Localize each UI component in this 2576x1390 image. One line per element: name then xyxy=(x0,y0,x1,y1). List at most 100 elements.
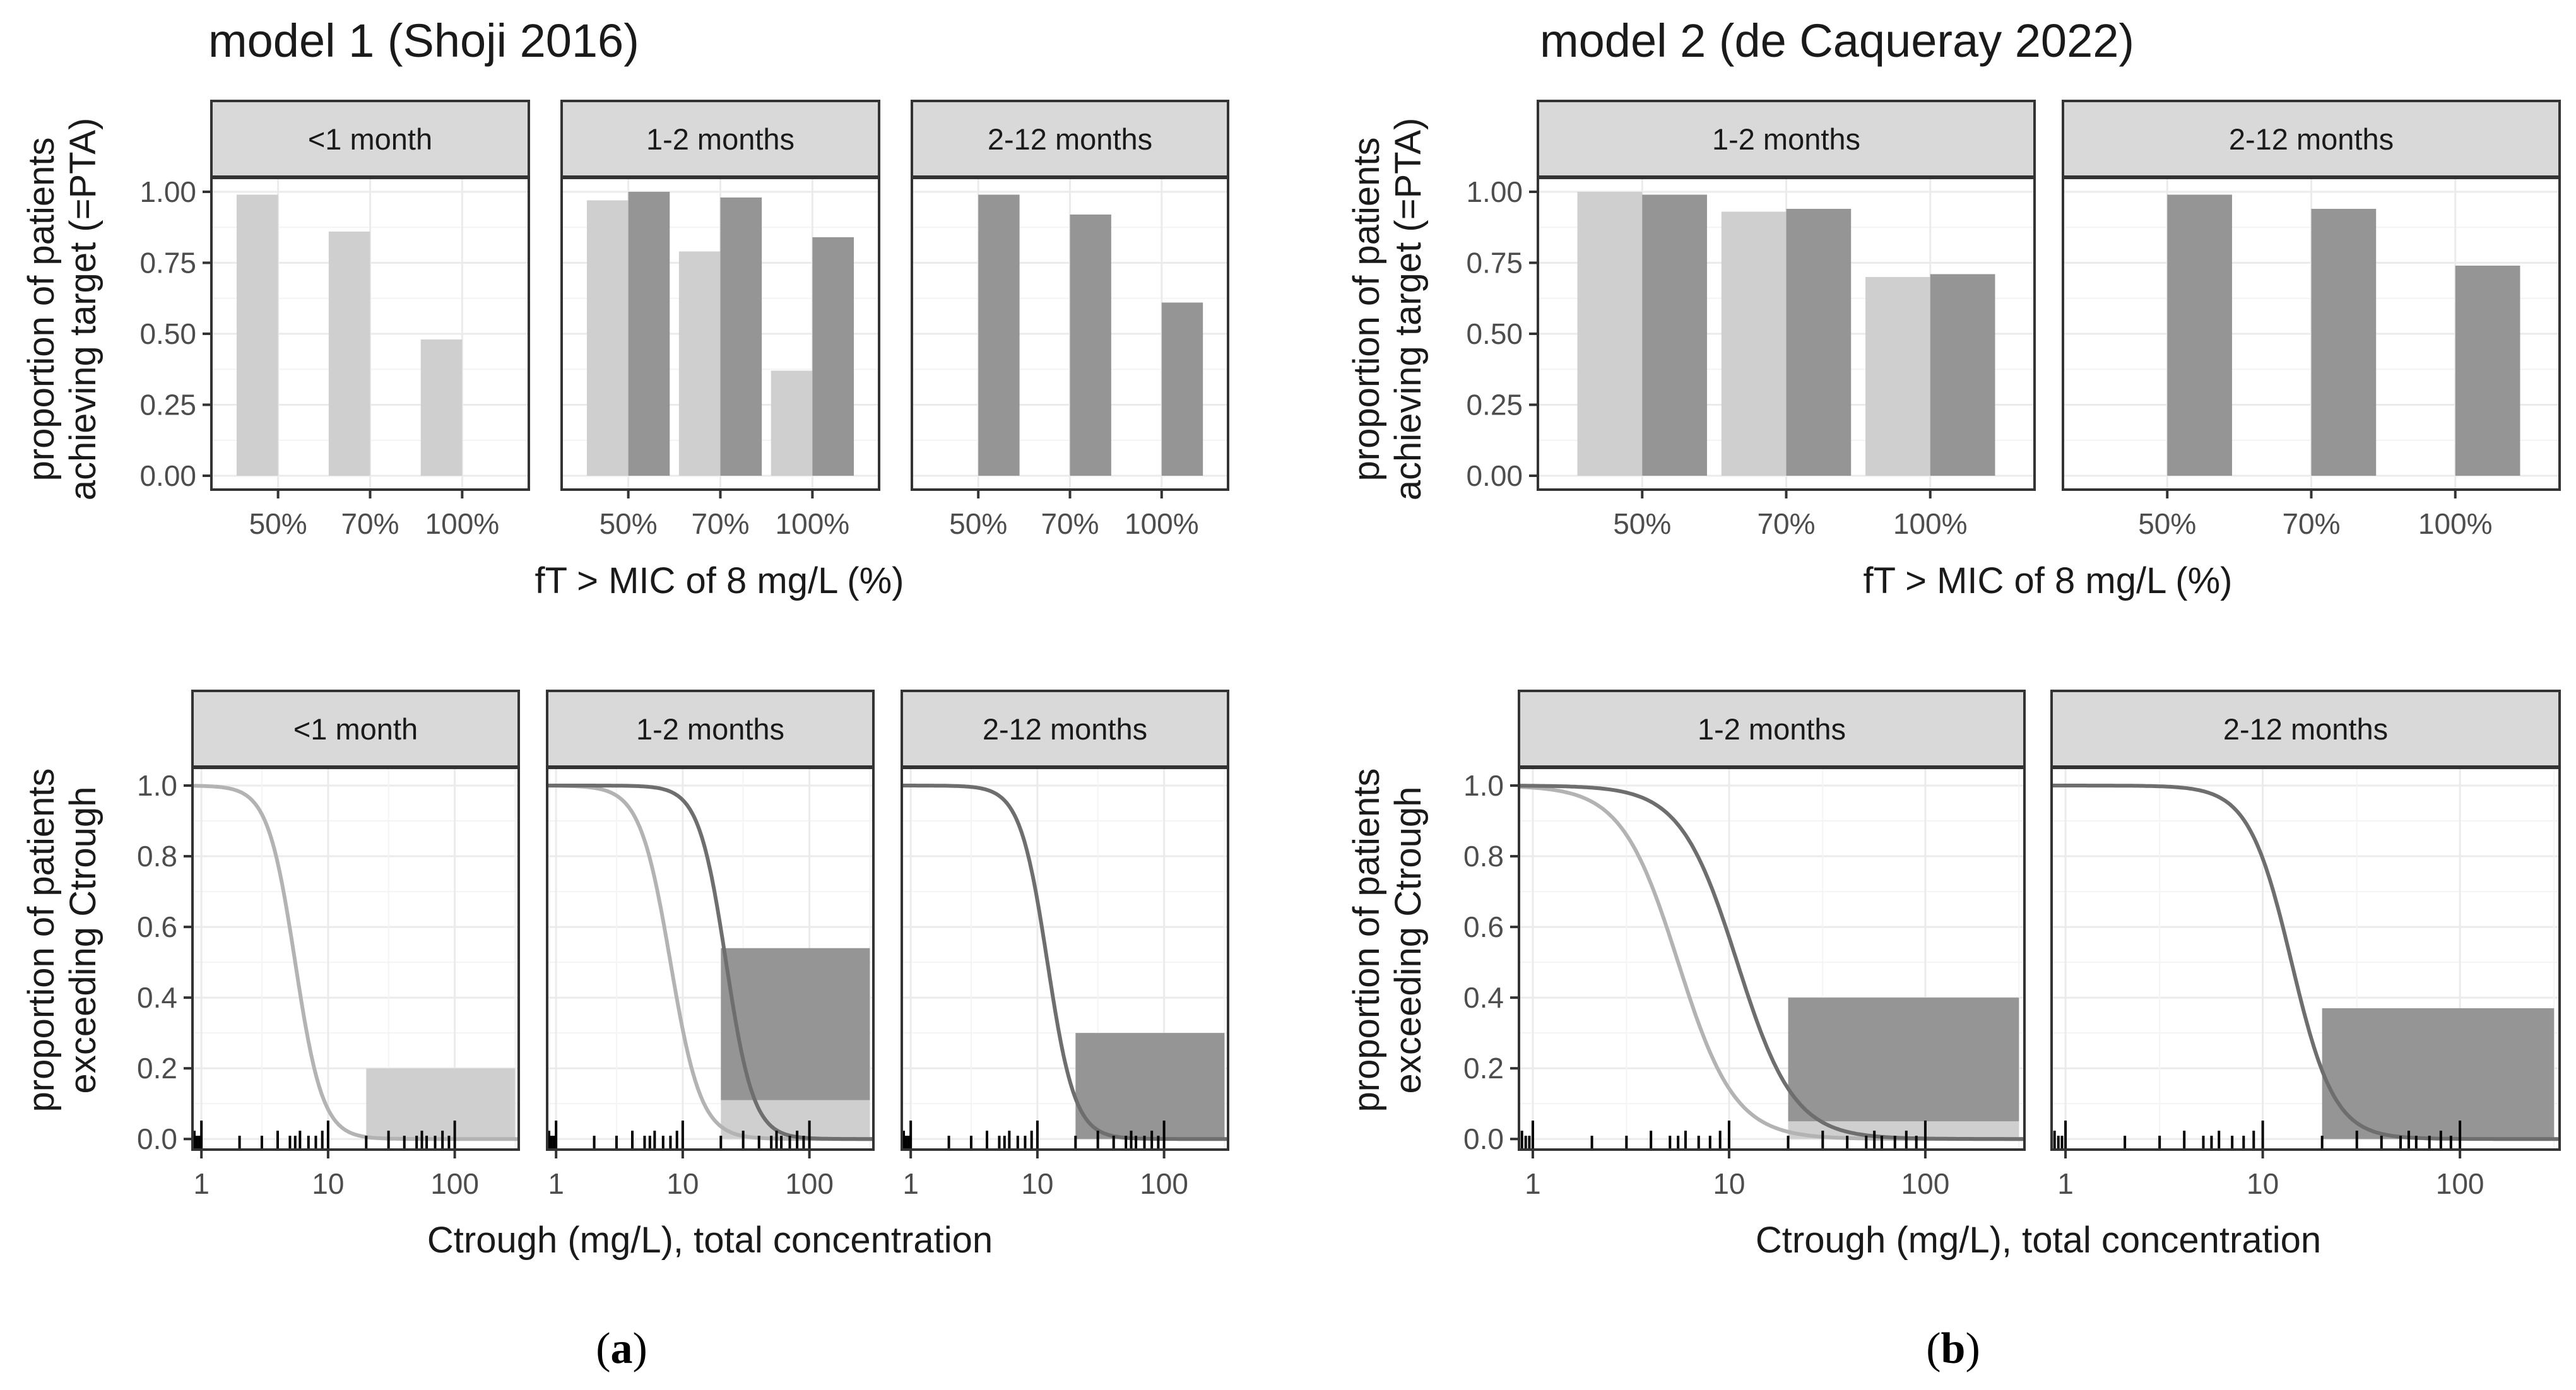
facet-label: <1 month xyxy=(308,122,432,156)
target-region-light xyxy=(366,1068,516,1140)
y-tick-label: 0.50 xyxy=(139,317,196,350)
y-tick-label: 0.4 xyxy=(137,981,177,1014)
chart-title: model 2 (de Caqueray 2022) xyxy=(1540,15,2134,67)
x-tick-label: 50% xyxy=(2138,507,2196,540)
y-tick-label: 0.0 xyxy=(137,1122,177,1155)
chart-b-ctrough: Ctrough (mg/L), total concentration 1-2 m… xyxy=(1463,690,2561,1261)
y-axis-title-line: exceeding Ctrough xyxy=(1388,787,1429,1094)
y-tick-label: 0.2 xyxy=(137,1052,177,1085)
y-axis-title: proportion of patientsexceeding Ctrough xyxy=(21,769,103,1112)
facet-panel: <1 month 50% 70% 100% 0.00 0.25 0.50 0.75 1.00 xyxy=(139,100,530,540)
y-tick-label: 1.00 xyxy=(1466,175,1523,208)
bar-dark xyxy=(1786,209,1852,476)
facet-panel: 2-12 months 1 10 100 xyxy=(901,690,1229,1200)
chart-title: model 1 (Shoji 2016) xyxy=(208,15,639,67)
y-tick-label: 1.0 xyxy=(1463,769,1504,802)
x-tick-label: 1 xyxy=(193,1167,210,1200)
y-tick-label: 0.8 xyxy=(1463,840,1504,873)
panel-border xyxy=(2050,767,2561,1151)
facet-strip xyxy=(2062,100,2561,178)
chart-a-pta: model 1 (Shoji 2016) fT > MIC of 8 mg/L (… xyxy=(139,15,1229,601)
bar-light xyxy=(328,232,370,476)
facet-label: 2-12 months xyxy=(983,712,1147,746)
subfigure-label-b: (b) xyxy=(1926,1324,1980,1373)
x-tick-label: 70% xyxy=(2282,507,2340,540)
y-tick-label: 0.75 xyxy=(139,247,196,280)
target-region-light xyxy=(721,1100,870,1140)
bar-dark xyxy=(2311,209,2377,476)
facet-strip xyxy=(560,100,880,178)
subfigure-label-a: (a) xyxy=(596,1324,647,1373)
facet-panel: 2-12 months 50% 70% 100% xyxy=(911,100,1229,540)
bar-light xyxy=(678,251,721,476)
curve-dark xyxy=(1519,784,2024,1141)
facet-panel: 2-12 months 50% 70% 100% xyxy=(2062,100,2561,540)
target-region-dark xyxy=(721,948,870,1100)
bar-light xyxy=(1865,277,1930,476)
x-tick-label: 100% xyxy=(425,507,500,540)
x-tick-label: 1 xyxy=(548,1167,564,1200)
bar-light xyxy=(586,200,629,476)
y-tick-label: 0.50 xyxy=(1466,317,1523,350)
facet-panel: 1-2 months 1 10 100 0.0 0.2 0.4 0.6 0.8 1.0 xyxy=(1463,690,2026,1200)
y-tick-label: 1.00 xyxy=(139,175,196,208)
facet-label: 1-2 months xyxy=(636,712,784,746)
subfigure-letter: b xyxy=(1941,1324,1966,1373)
facet-label: 2-12 months xyxy=(988,122,1152,156)
bar-light xyxy=(771,370,813,476)
facet-panel: <1 month 1 10 100 0.0 0.2 0.4 0.6 0.8 1.0 xyxy=(137,690,520,1200)
curve-dark xyxy=(2052,784,2560,1141)
facet-strip xyxy=(1537,100,2036,178)
y-axis-title-line: proportion of patients xyxy=(1346,769,1387,1112)
facet-panel: 2-12 months 1 10 100 xyxy=(2050,690,2561,1200)
x-tick-label: 50% xyxy=(600,507,658,540)
facet-panel: 1-2 months 50% 70% 100% 0.00 0.25 0.50 0.75 1.00 xyxy=(1466,100,2036,540)
curve-dark xyxy=(902,784,1228,1141)
y-axis-title-line: proportion of patients xyxy=(21,769,62,1112)
x-tick-label: 100 xyxy=(430,1167,479,1200)
bar-dark xyxy=(1070,215,1111,476)
y-axis-title: proportion of patientsachieving target (… xyxy=(1346,118,1429,501)
x-tick-label: 50% xyxy=(949,507,1007,540)
bar-dark xyxy=(2167,194,2232,476)
bar-dark xyxy=(1930,274,1995,476)
x-tick-label: 10 xyxy=(2247,1167,2279,1200)
panel-border xyxy=(546,767,875,1151)
y-axis-title-line: exceeding Ctrough xyxy=(62,787,103,1094)
x-tick-label: 10 xyxy=(1713,1167,1745,1200)
facet-label: 1-2 months xyxy=(646,122,795,156)
y-tick-label: 0.00 xyxy=(139,459,196,492)
y-tick-label: 0.8 xyxy=(137,840,177,873)
panel-border xyxy=(901,767,1229,1151)
facet-label: 1-2 months xyxy=(1712,122,1860,156)
x-tick-label: 50% xyxy=(1613,507,1671,540)
bar-dark xyxy=(1642,194,1707,476)
x-tick-label: 1 xyxy=(2057,1167,2074,1200)
chart-a-ctrough: Ctrough (mg/L), total concentration <1 mo… xyxy=(137,690,1229,1261)
bar-light xyxy=(236,194,278,476)
y-tick-label: 0.6 xyxy=(137,910,177,943)
x-axis-title: Ctrough (mg/L), total concentration xyxy=(1756,1220,2321,1261)
bar-dark xyxy=(2455,266,2520,476)
y-tick-label: 0.4 xyxy=(1463,981,1504,1014)
y-tick-label: 0.00 xyxy=(1466,459,1523,492)
x-tick-label: 100 xyxy=(2436,1167,2484,1200)
x-tick-label: 70% xyxy=(341,507,399,540)
bar-light xyxy=(1577,192,1643,476)
x-tick-label: 70% xyxy=(1041,507,1099,540)
y-tick-label: 1.0 xyxy=(137,769,177,802)
curve-light xyxy=(192,784,519,1141)
facet-label: 2-12 months xyxy=(2229,122,2394,156)
y-tick-label: 0.6 xyxy=(1463,910,1504,943)
x-tick-label: 1 xyxy=(1525,1167,1541,1200)
facet-strip xyxy=(2050,690,2561,768)
panel-border xyxy=(191,767,520,1151)
x-tick-label: 1 xyxy=(902,1167,919,1200)
curve-dark xyxy=(547,784,873,1141)
facet-label: 2-12 months xyxy=(2223,712,2388,746)
facet-strip xyxy=(1518,690,2026,768)
y-tick-label: 0.75 xyxy=(1466,247,1523,280)
target-region-dark xyxy=(1075,1033,1225,1140)
x-axis-title: fT > MIC of 8 mg/L (%) xyxy=(1864,560,2233,601)
